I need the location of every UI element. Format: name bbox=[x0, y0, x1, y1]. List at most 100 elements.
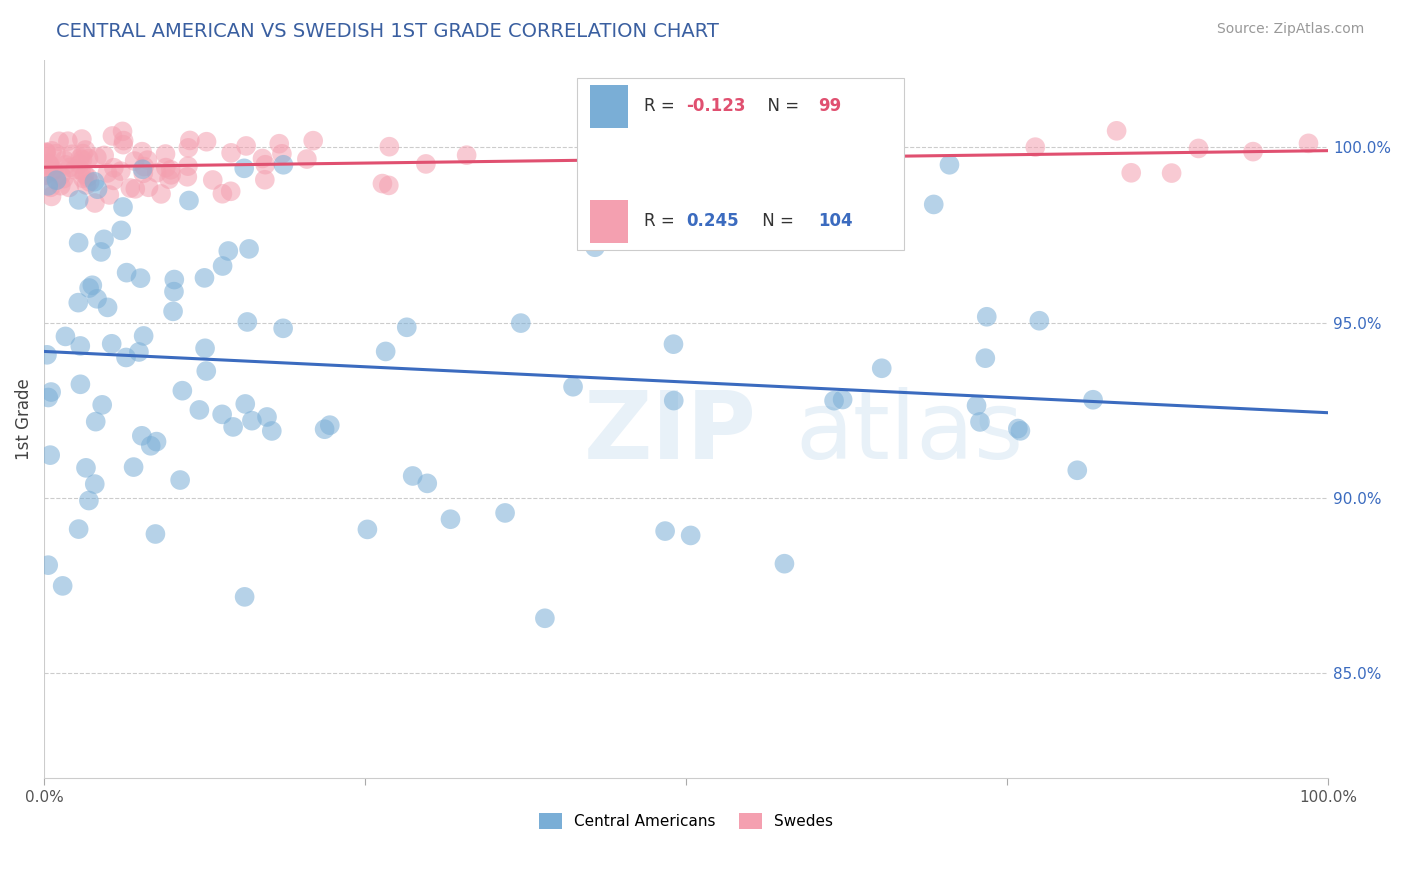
Point bbox=[1121, 166, 1143, 180]
Point bbox=[219, 184, 242, 198]
Point bbox=[159, 162, 181, 177]
Point bbox=[395, 320, 418, 334]
Point bbox=[302, 134, 325, 148]
Point bbox=[679, 528, 702, 542]
Point bbox=[86, 182, 108, 196]
Point bbox=[75, 143, 97, 157]
Point bbox=[132, 166, 155, 180]
Point bbox=[124, 182, 146, 196]
Point bbox=[41, 144, 63, 158]
Point bbox=[697, 195, 720, 210]
Point bbox=[72, 153, 94, 167]
Point bbox=[69, 377, 91, 392]
Point bbox=[38, 159, 60, 173]
Point bbox=[111, 124, 134, 138]
Point bbox=[576, 153, 599, 168]
Point bbox=[41, 189, 63, 203]
Point bbox=[233, 397, 256, 411]
Point bbox=[60, 147, 83, 161]
Point bbox=[240, 414, 263, 428]
Point bbox=[235, 139, 257, 153]
Point bbox=[211, 186, 233, 201]
Point bbox=[439, 512, 461, 526]
Point bbox=[194, 341, 217, 355]
Point bbox=[157, 172, 180, 186]
Point bbox=[1298, 136, 1320, 151]
Point bbox=[69, 151, 91, 165]
Point bbox=[378, 139, 401, 153]
Point bbox=[177, 141, 200, 155]
Point bbox=[84, 415, 107, 429]
Point bbox=[256, 409, 278, 424]
Point bbox=[59, 161, 82, 175]
Point bbox=[494, 506, 516, 520]
Point bbox=[34, 146, 56, 161]
Point bbox=[45, 146, 67, 161]
Point bbox=[509, 316, 531, 330]
Text: -0.123: -0.123 bbox=[686, 97, 745, 115]
Y-axis label: 1st Grade: 1st Grade bbox=[15, 378, 32, 459]
Point bbox=[122, 460, 145, 475]
Point bbox=[83, 175, 105, 189]
Point bbox=[52, 171, 75, 186]
Point bbox=[100, 336, 122, 351]
Point bbox=[58, 180, 80, 194]
Point bbox=[378, 178, 401, 193]
Point bbox=[56, 134, 79, 148]
Point bbox=[163, 285, 186, 299]
Point bbox=[37, 391, 59, 405]
Point bbox=[39, 384, 62, 399]
Point bbox=[134, 160, 156, 174]
Point bbox=[37, 558, 59, 573]
Point bbox=[163, 272, 186, 286]
Point bbox=[260, 424, 283, 438]
Point bbox=[273, 158, 295, 172]
Text: atlas: atlas bbox=[796, 387, 1024, 479]
Point bbox=[269, 136, 291, 151]
Point bbox=[84, 196, 107, 211]
Point bbox=[96, 166, 118, 180]
Point bbox=[974, 351, 997, 366]
Point bbox=[160, 168, 183, 182]
Point bbox=[52, 579, 75, 593]
Point bbox=[211, 408, 233, 422]
Point bbox=[654, 524, 676, 538]
Point bbox=[169, 473, 191, 487]
Point bbox=[75, 178, 97, 192]
Point bbox=[45, 173, 67, 187]
Point bbox=[402, 469, 425, 483]
Point bbox=[112, 137, 135, 152]
Point bbox=[91, 398, 114, 412]
Point bbox=[69, 157, 91, 171]
Point bbox=[67, 235, 90, 250]
Point bbox=[162, 304, 184, 318]
Point bbox=[872, 143, 894, 157]
Point bbox=[233, 161, 256, 176]
Point bbox=[562, 380, 585, 394]
Point bbox=[1028, 314, 1050, 328]
Point bbox=[794, 125, 817, 139]
Point bbox=[176, 169, 198, 184]
Point bbox=[110, 164, 132, 178]
Point bbox=[49, 178, 72, 193]
Point bbox=[456, 148, 478, 162]
Point bbox=[145, 434, 167, 449]
Point bbox=[35, 145, 58, 160]
Point bbox=[76, 170, 98, 185]
Point bbox=[120, 181, 142, 195]
Point bbox=[155, 161, 177, 175]
Point bbox=[233, 590, 256, 604]
Point bbox=[42, 163, 65, 178]
Point bbox=[90, 244, 112, 259]
Point bbox=[131, 429, 153, 443]
Point bbox=[69, 339, 91, 353]
Point bbox=[870, 361, 893, 376]
Point bbox=[41, 164, 63, 178]
Point bbox=[828, 177, 851, 191]
Point bbox=[583, 240, 606, 254]
Point bbox=[1007, 421, 1029, 435]
Point bbox=[131, 145, 153, 159]
Point bbox=[139, 439, 162, 453]
Point bbox=[55, 329, 77, 343]
Point bbox=[110, 223, 132, 237]
